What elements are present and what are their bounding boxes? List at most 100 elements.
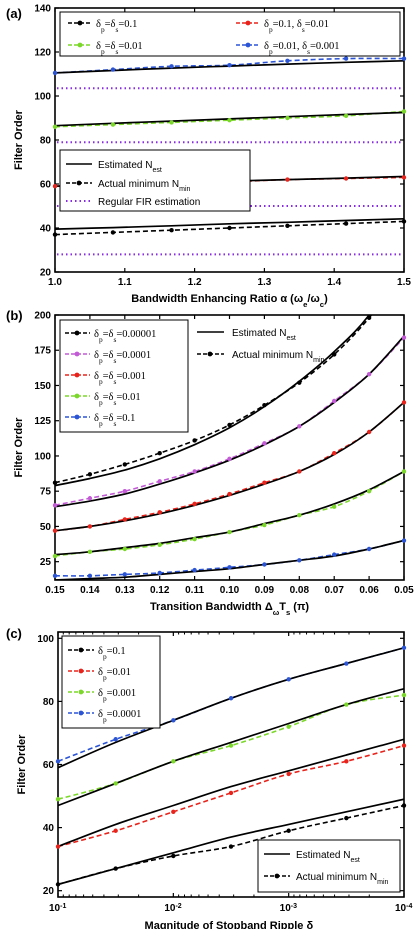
legend-label: δp=δs=0.001	[94, 371, 146, 386]
actual-marker	[87, 573, 93, 578]
legend-styles: Estimated Nest Actual minimum Nmin	[257, 839, 401, 893]
actual-marker	[171, 759, 176, 764]
x-tick-label: 1.3	[257, 277, 271, 288]
y-tick-label: 125	[34, 416, 51, 427]
actual-marker	[227, 491, 232, 497]
actual-marker	[113, 866, 118, 871]
y-tick-label: 80	[43, 697, 55, 708]
actual-marker	[52, 124, 58, 129]
actual-marker	[52, 503, 58, 508]
actual-marker	[332, 352, 337, 357]
legend-marker	[274, 873, 280, 879]
actual-marker	[332, 552, 337, 557]
actual-marker	[262, 562, 267, 567]
actual-marker	[343, 221, 349, 226]
actual-marker	[157, 510, 162, 515]
actual-marker	[401, 400, 407, 405]
actual-marker	[87, 496, 93, 501]
actual-marker	[332, 398, 337, 404]
y-tick-label: 60	[43, 760, 55, 771]
actual-marker	[55, 844, 61, 849]
legend-label: δp=δs=0.01	[96, 41, 143, 56]
y-tick-label: 150	[34, 381, 51, 392]
actual-marker	[192, 438, 197, 443]
legend: δp=0.1 δp=0.01 δp=0.001 δp=0.0001	[61, 635, 161, 729]
y-tick-label: 75	[40, 487, 52, 498]
legend-marker	[245, 42, 251, 48]
estimated-line	[55, 470, 404, 556]
actual-marker	[332, 504, 337, 509]
x-tick-label: 0.09	[255, 585, 275, 596]
actual-marker	[169, 228, 174, 233]
actual-marker	[262, 441, 267, 446]
legend-marker	[76, 180, 82, 186]
actual-marker	[52, 70, 58, 76]
actual-marker	[227, 225, 232, 231]
actual-marker	[344, 815, 349, 821]
y-tick-label: 200	[34, 311, 51, 322]
legend-marker	[74, 414, 80, 420]
y-tick-label: 60	[40, 180, 52, 191]
actual-marker	[401, 469, 407, 474]
x-tick-label: 0.15	[45, 585, 65, 596]
actual-marker	[401, 335, 407, 340]
actual-marker	[228, 844, 234, 849]
actual-marker	[227, 118, 232, 123]
legend-marker	[74, 330, 80, 336]
actual-marker	[262, 480, 267, 485]
actual-marker	[122, 462, 128, 467]
actual-marker	[110, 67, 116, 72]
actual-marker	[344, 759, 349, 764]
actual-marker	[262, 522, 267, 528]
actual-marker	[169, 120, 174, 125]
x-axis-title: Transition Bandwidth ΔωTs (π)	[150, 601, 309, 617]
legend-box	[61, 635, 161, 729]
actual-marker	[344, 661, 349, 666]
actual-marker	[52, 528, 58, 533]
actual-marker	[285, 115, 290, 121]
actual-marker	[52, 553, 58, 559]
x-tick-label: 0.12	[150, 585, 170, 596]
legend-label: δp=0.01, δs=0.001	[264, 41, 340, 56]
actual-marker	[113, 781, 118, 786]
legend-label: Actual minimum Nmin	[98, 179, 191, 193]
y-axis-title: Filter Order	[13, 109, 25, 170]
actual-marker	[55, 797, 61, 802]
actual-marker	[401, 109, 407, 114]
legend-marker	[78, 710, 84, 716]
legend-marker	[78, 647, 84, 653]
legend-marker	[77, 42, 83, 48]
legend-marker	[78, 668, 84, 674]
legend-label: δp=0.0001	[98, 709, 141, 724]
legend-label: δp=δs=0.0001	[94, 350, 151, 365]
y-tick-label: 120	[34, 48, 51, 59]
legend-marker	[74, 372, 80, 378]
legend-label: Estimated Nest	[98, 160, 162, 174]
x-tick-label: 0.08	[290, 585, 310, 596]
actual-marker	[171, 809, 176, 815]
actual-marker	[343, 113, 349, 119]
actual-marker	[157, 450, 162, 456]
x-tick-label: 10-1	[49, 903, 66, 915]
legend: δp=δs=0.1 δp=0.1, δs=0.01 δp=δs=0.01 δp=0.0…	[59, 11, 401, 57]
y-tick-label: 100	[34, 451, 51, 462]
y-axis-title: Filter Order	[13, 417, 25, 478]
x-tick-label: 1.1	[118, 277, 132, 288]
actual-marker	[87, 549, 93, 555]
y-tick-label: 40	[43, 823, 55, 834]
legend-label: δp=0.1	[98, 646, 126, 661]
actual-marker	[366, 488, 372, 494]
panel-a: (a) 1.0 1.1 1.2 1.3 1.4 1.5 20 40 60 80 100 120 140 Fi…	[6, 4, 411, 309]
panel-c: (c) 10-1 10-2 10-3 10-4 20 40 60 80 100 Filter Ord…	[6, 626, 412, 929]
actual-marker	[286, 828, 291, 833]
y-tick-label: 140	[34, 4, 51, 15]
y-axis-title: Filter Order	[16, 734, 28, 795]
actual-marker	[366, 372, 372, 377]
legend-marker	[245, 20, 251, 26]
y-tick-label: 50	[40, 522, 52, 533]
x-axis-title: Magnitude of Stopband Ripple δs	[145, 920, 318, 929]
actual-marker	[52, 480, 58, 485]
actual-marker	[171, 853, 176, 859]
legend-label: Estimated Nest	[232, 328, 296, 342]
